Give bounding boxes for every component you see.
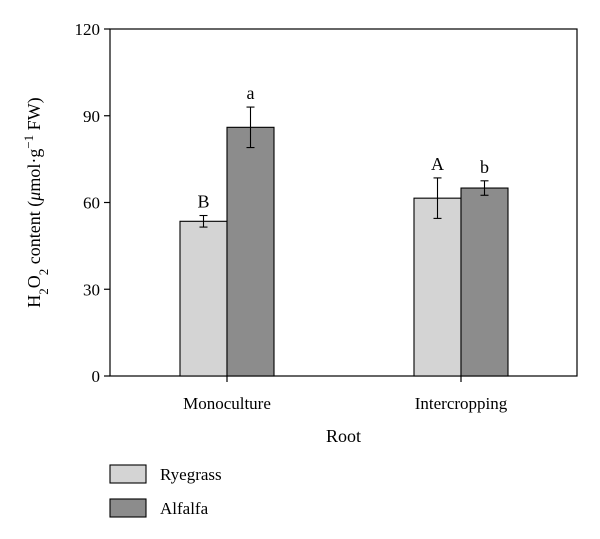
legend-label: Ryegrass xyxy=(160,465,222,484)
y-axis-title-part: O xyxy=(24,275,44,288)
y-tick-label: 30 xyxy=(83,280,100,299)
legend-swatch xyxy=(109,498,147,518)
y-axis-title-part: μ xyxy=(24,192,44,202)
bar xyxy=(179,220,228,377)
x-tick-label: Intercropping xyxy=(415,394,508,413)
y-axis-title-part: −1 xyxy=(21,135,36,149)
significance-letter: b xyxy=(480,157,489,177)
y-tick-label: 0 xyxy=(92,367,101,386)
y-axis-title-part: 2 xyxy=(36,288,51,295)
y-axis-title-part: H xyxy=(24,295,44,308)
bar xyxy=(226,126,275,377)
y-axis-title-part: content ( xyxy=(24,201,45,269)
significance-letter: a xyxy=(247,83,255,103)
y-tick-label: 60 xyxy=(83,194,100,213)
bar xyxy=(460,187,509,377)
y-axis-title-part: 2 xyxy=(36,269,51,276)
significance-letter: A xyxy=(431,154,444,174)
bar xyxy=(413,197,462,377)
legend-swatch xyxy=(109,464,147,484)
significance-letter: B xyxy=(197,192,209,212)
y-tick-label: 120 xyxy=(75,20,101,39)
y-axis-title-part: FW) xyxy=(24,97,45,135)
plot-area: 0 30 60 90 120 Monoculture Ba Intercropping A b Ro… xyxy=(21,20,578,446)
legend-label: Alfalfa xyxy=(160,499,209,518)
y-axis-title-part: mol·g xyxy=(24,149,44,192)
x-axis-title: Root xyxy=(326,426,361,446)
y-tick-label: 90 xyxy=(83,107,100,126)
x-tick-label: Monoculture xyxy=(183,394,271,413)
y-axis-title: H2O2 content (μmol·g−1 FW) xyxy=(21,97,51,307)
legend: Ryegrass Alfalfa xyxy=(109,464,222,518)
